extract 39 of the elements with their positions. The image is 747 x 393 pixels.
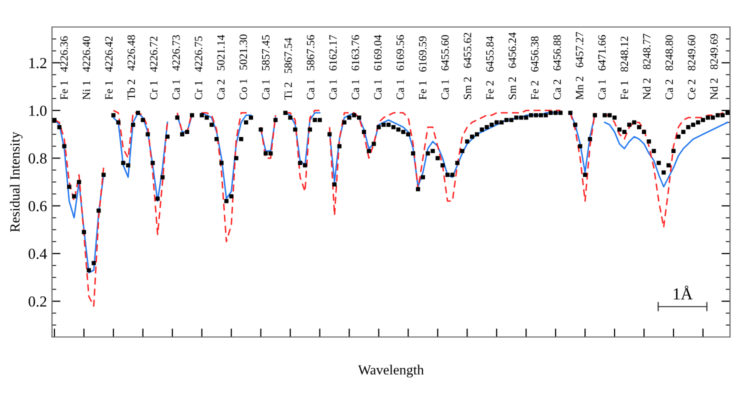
annotation: Sm 2 6455.62 bbox=[464, 32, 472, 100]
annotation: Cr 1 4226.72 bbox=[150, 36, 158, 100]
annotation: Mn 2 6457.27 bbox=[576, 32, 584, 100]
y-tick-label: 0.8 bbox=[28, 153, 47, 164]
y-tick-label: 0.2 bbox=[28, 296, 46, 307]
annotation: Cr 1 4226.75 bbox=[194, 36, 202, 100]
y-tick-label: 0.4 bbox=[28, 248, 47, 260]
annotation: 1Å bbox=[674, 286, 693, 300]
annotation: Ca 2 5021.14 bbox=[217, 34, 225, 100]
y-axis-title: Residual Intensity bbox=[10, 132, 22, 232]
y-tick-label: 0.6 bbox=[28, 200, 47, 212]
annotation: Fe 1 4226.42 bbox=[105, 36, 113, 100]
annotation: Ca 2 8248.80 bbox=[665, 35, 673, 100]
annotation: Ca 1 6169.56 bbox=[396, 35, 404, 100]
annotation: Ca 1 4226.73 bbox=[172, 35, 180, 100]
annotation: Ca 1 6163.76 bbox=[352, 35, 360, 100]
annotation: Ca 1 6169.04 bbox=[374, 34, 382, 100]
annotation: Co 1 5021.30 bbox=[240, 34, 248, 100]
annotation: Ni 1 4226.40 bbox=[82, 36, 90, 100]
annotation: Fe 2 6455.84 bbox=[486, 36, 494, 100]
y-tick-label: 1.0 bbox=[29, 106, 47, 116]
annotation: Ca 1 5867.56 bbox=[306, 35, 314, 100]
annotation: Ca 1 6162.17 bbox=[329, 35, 337, 100]
annotation: Fe 1 6169.59 bbox=[418, 36, 426, 100]
annotation: Fe 1 8248.12 bbox=[620, 36, 628, 100]
annotation: Tb 2 4226.48 bbox=[127, 35, 136, 100]
annotation: Ca 2 6456.88 bbox=[553, 35, 561, 100]
annotation: Nd 2 8249.69 bbox=[710, 34, 718, 100]
x-axis-title: Wavelength bbox=[358, 364, 424, 378]
annotation: Ca 1 5857.45 bbox=[262, 35, 270, 100]
annotation: Nd 2 8248.77 bbox=[642, 34, 651, 100]
annotation: Ca 1 6455.60 bbox=[441, 35, 449, 100]
annotation: Fe 1 4226.36 bbox=[60, 36, 68, 100]
annotation: Ti 2 5867.54 bbox=[284, 38, 292, 100]
annotation: Ca 1 6471.66 bbox=[598, 35, 606, 100]
annotation: Sm 2 6456.24 bbox=[508, 32, 516, 100]
y-tick-label: 1.2 bbox=[29, 58, 46, 68]
annotation: Ce 2 8249.60 bbox=[688, 35, 696, 100]
annotation: Fe 2 6456.38 bbox=[530, 36, 539, 100]
